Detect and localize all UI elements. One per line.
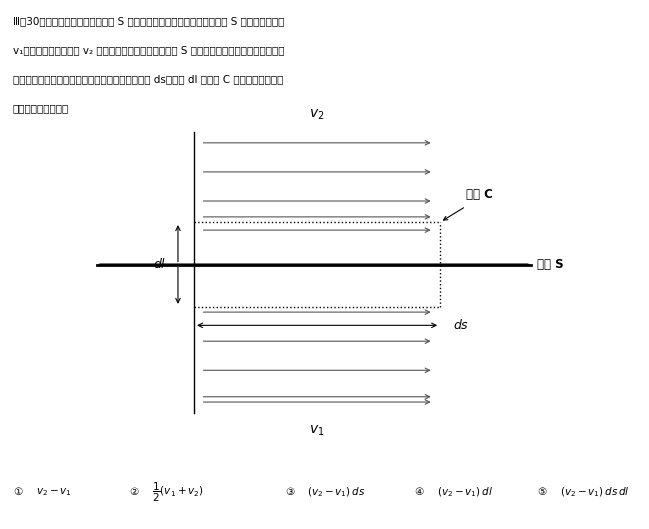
Text: $(v_2 - v_1)\,ds$: $(v_2 - v_1)\,ds$ [308,485,366,499]
Text: 切なものはどれか。: 切なものはどれか。 [13,103,69,113]
Text: ものとする。このとき，図中の点線で囲まれた幅 ds，高さ dl の領域 C の循環として，適: ものとする。このとき，図中の点線で囲まれた幅 ds，高さ dl の領域 C の循… [13,74,284,84]
Text: $v_2$: $v_2$ [310,107,325,122]
Text: 領域 C: 領域 C [466,188,493,201]
Text: $v_2 - v_1$: $v_2 - v_1$ [36,486,71,498]
Text: $(v_2 - v_1)\,dl$: $(v_2 - v_1)\,dl$ [437,485,493,499]
Text: ⑤: ⑤ [537,487,546,497]
Text: $v_1$: $v_1$ [310,423,325,437]
Text: ①: ① [13,487,22,497]
Text: ④: ④ [414,487,423,497]
Text: $\dfrac{1}{2}(v_1 + v_2)$: $\dfrac{1}{2}(v_1 + v_2)$ [152,480,204,504]
Text: $(v_2 - v_1)\,ds\,dl$: $(v_2 - v_1)\,ds\,dl$ [560,485,630,499]
Text: 境界 S: 境界 S [537,258,564,271]
Text: Ⅲ－30　下図に示すように，境界 S に平行な２次元流れを考える。境界 S の下部では速度: Ⅲ－30 下図に示すように，境界 S に平行な２次元流れを考える。境界 S の下… [13,16,284,26]
Text: v₁，その上部では速度 v₂ でそれぞれ一様であり，境界 S において速度が不連続に変化する: v₁，その上部では速度 v₂ でそれぞれ一様であり，境界 S において速度が不連… [13,45,284,55]
Text: $ds$: $ds$ [453,318,469,332]
Text: ②: ② [129,487,139,497]
Text: $dl$: $dl$ [153,258,166,271]
Text: ③: ③ [285,487,294,497]
